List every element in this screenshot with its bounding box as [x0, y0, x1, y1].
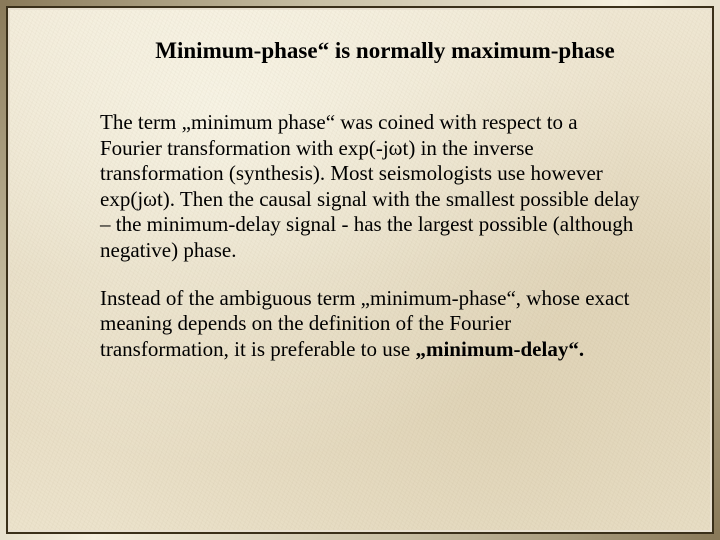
content-area: Minimum-phase“ is normally maximum-phase… [10, 10, 710, 362]
slide-title: Minimum-phase“ is normally maximum-phase [130, 38, 640, 64]
paragraph-1: The term „minimum phase“ was coined with… [100, 110, 640, 264]
paragraph-2: Instead of the ambiguous term „minimum-p… [100, 286, 640, 363]
slide-background: Minimum-phase“ is normally maximum-phase… [10, 10, 710, 530]
paragraph-2-bold: „minimum-delay“. [415, 337, 584, 361]
